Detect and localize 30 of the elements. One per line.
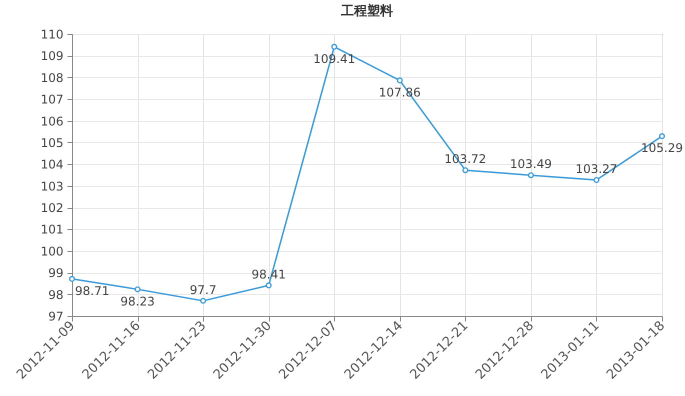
y-tick-label: 110	[40, 28, 64, 42]
point	[593, 177, 600, 183]
data-label: 103.49	[510, 157, 552, 172]
point	[462, 167, 468, 174]
y-tick-label: 106	[40, 114, 64, 128]
point	[396, 77, 403, 84]
point	[331, 44, 338, 50]
chart-title: 工程塑料	[340, 3, 393, 19]
point	[69, 276, 75, 282]
y-tick-label: 99	[48, 266, 64, 280]
y-tick-label: 107	[40, 92, 64, 107]
data-label: 97.7	[190, 282, 216, 297]
point	[266, 282, 272, 288]
y-tick-label: 104	[40, 158, 64, 172]
point	[134, 286, 141, 292]
y-tick-label: 108	[40, 70, 64, 85]
y-tick-label: 101	[40, 222, 64, 237]
data-label: 98.23	[120, 294, 155, 308]
y-tick-label: 109	[40, 49, 64, 64]
y-tick-label: 102	[40, 201, 64, 216]
y-tick-label: 97	[48, 310, 64, 324]
data-label: 98.71	[75, 284, 110, 298]
point	[200, 298, 206, 304]
point	[659, 133, 665, 140]
y-tick-label: 98	[48, 288, 64, 302]
y-tick-label: 103	[40, 179, 64, 194]
point	[528, 172, 534, 178]
data-label: 105.29	[641, 141, 683, 156]
y-tick-label: 105	[40, 136, 64, 150]
y-tick-label: 100	[40, 244, 64, 258]
